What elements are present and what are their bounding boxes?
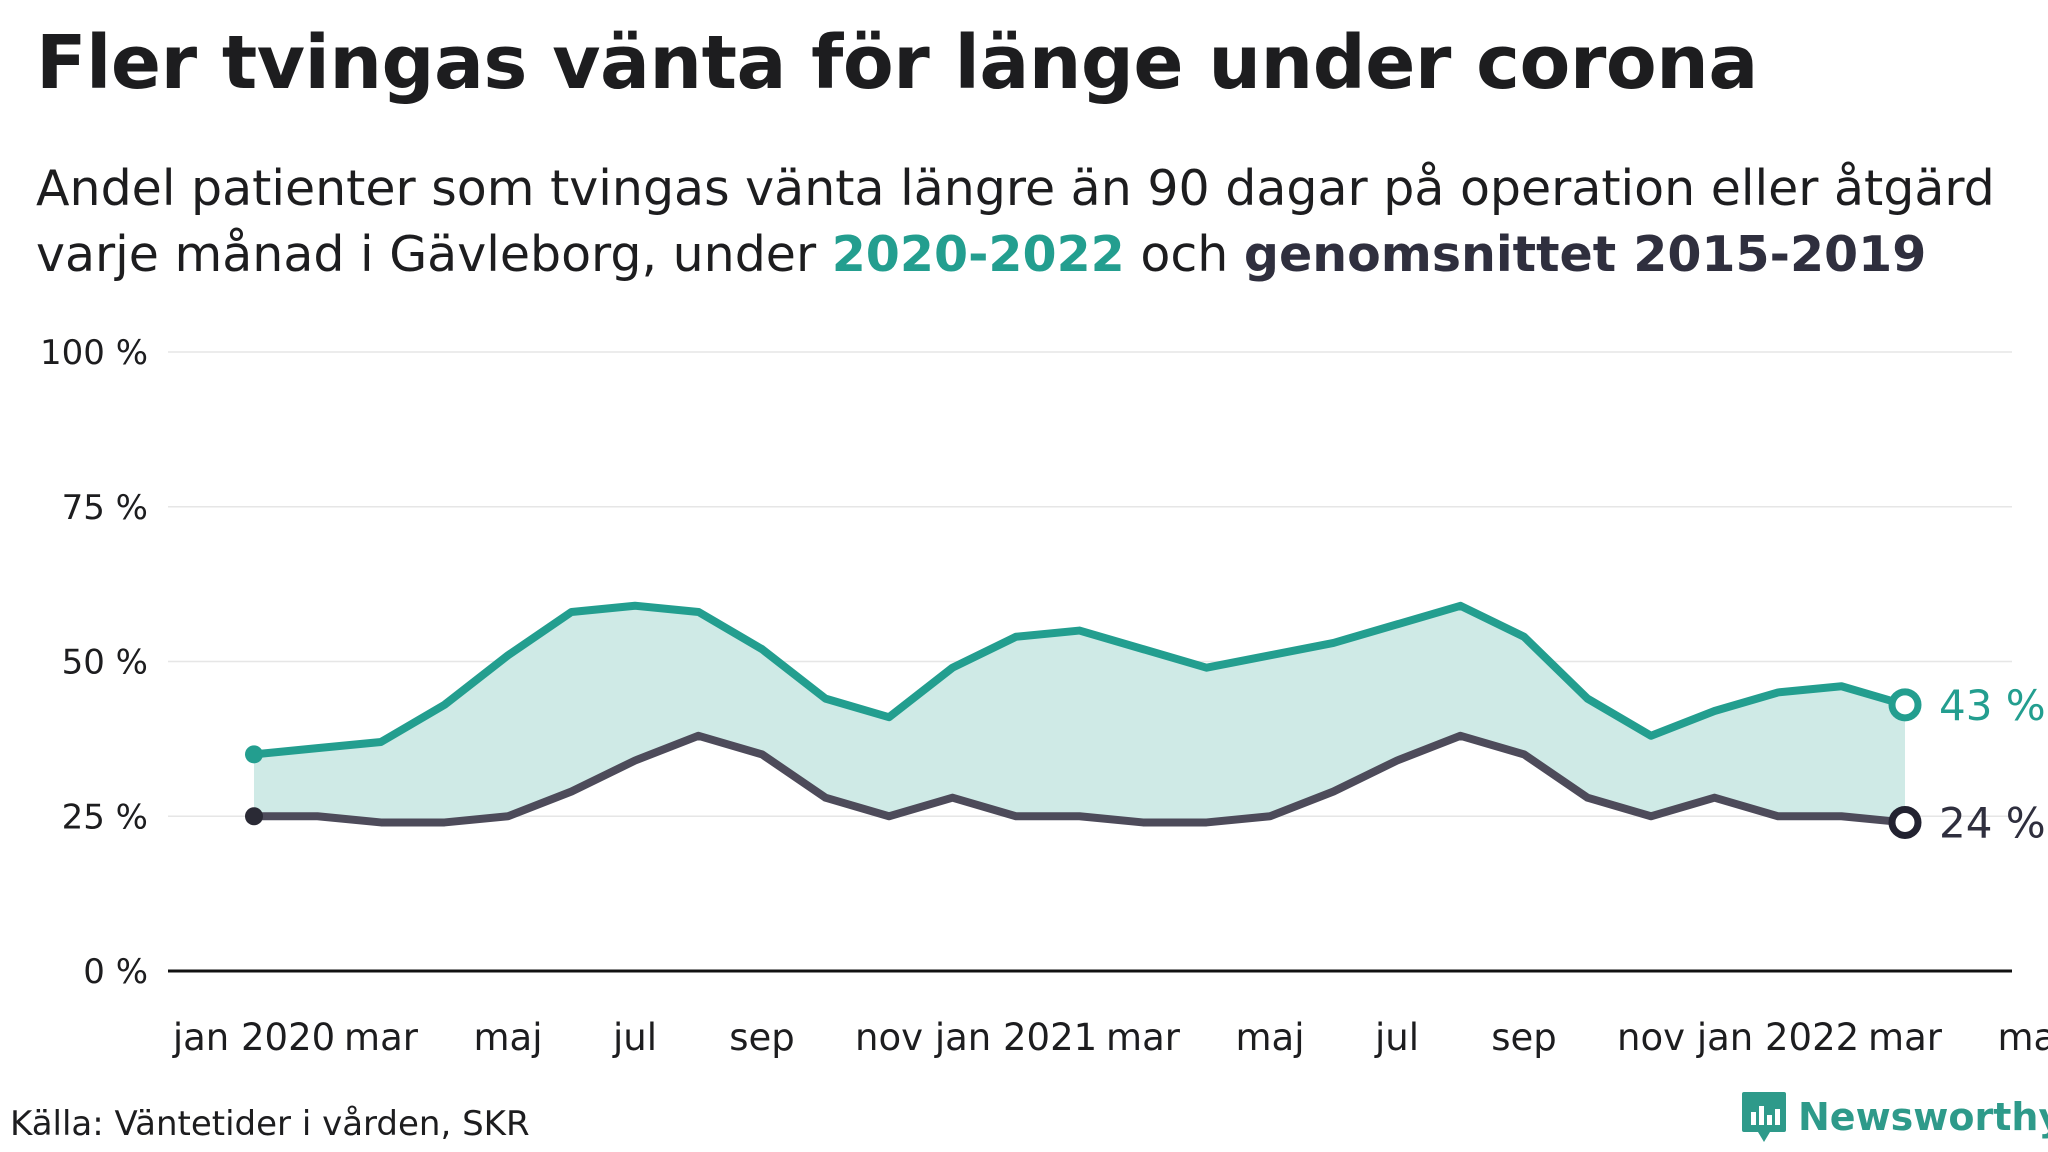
subtitle-line-2: varje månad i Gävleborg, under 2020-2022… <box>36 222 1995 288</box>
subtitle-middle: och <box>1124 226 1244 283</box>
y-axis-labels: 0 % 25 % 50 % 75 % 100 % <box>40 333 148 992</box>
x-tick-label-2022-05: maj <box>1998 1016 2048 1059</box>
series-markers <box>245 688 1922 839</box>
brand-name: Newsworthy <box>1798 1095 2048 1139</box>
subtitle-highlight-current: 2020-2022 <box>831 226 1125 283</box>
start-point-current <box>245 745 263 764</box>
brand-logo: Newsworthy <box>1740 1090 2048 1144</box>
x-tick-label-2022-03: mar <box>1868 1016 1943 1059</box>
area-fill <box>254 605 1905 823</box>
x-tick-label-2022-01: jan 2022 <box>1696 1016 1859 1059</box>
x-tick-label-2020-11: nov <box>855 1016 923 1059</box>
page-title: Fler tvingas vänta för länge under coron… <box>36 20 1758 106</box>
end-point-current <box>1888 688 1922 722</box>
x-tick-label-2021-09: sep <box>1491 1016 1557 1059</box>
area-between-series <box>254 605 1905 823</box>
x-tick-label-2020-05: maj <box>474 1016 543 1059</box>
start-point-average <box>245 807 263 826</box>
series-lines <box>250 601 1909 827</box>
x-tick-label-2021-07: jul <box>1374 1016 1419 1059</box>
y-tick-label-50: 50 % <box>62 643 148 683</box>
x-axis-labels: jan 2020 mar maj jul sep nov jan 2021 mar maj jul… <box>172 1016 2048 1059</box>
x-tick-label-2021-01: jan 2021 <box>934 1016 1097 1059</box>
x-tick-label-2021-11: nov <box>1617 1016 1685 1059</box>
y-tick-label-75: 75 % <box>62 488 148 528</box>
y-tick-label-100: 100 % <box>40 333 148 373</box>
subtitle-prefix: varje månad i Gävleborg, under <box>36 226 832 283</box>
end-label-average: 24 % <box>1939 798 2046 847</box>
subtitle-highlight-average: genomsnittet 2015-2019 <box>1243 226 1927 283</box>
x-tick-label-2021-05: maj <box>1236 1016 1305 1059</box>
end-labels: 43 % 24 % <box>1939 681 2046 848</box>
series-line-average <box>250 731 1909 827</box>
y-tick-label-0: 0 % <box>83 952 148 992</box>
x-tick-label-2020-01: jan 2020 <box>172 1016 335 1059</box>
x-tick-label-2020-03: mar <box>344 1016 419 1059</box>
subtitle-line-1: Andel patienter som tvingas vänta längre… <box>36 160 1995 217</box>
end-point-average <box>1888 805 1922 839</box>
x-tick-label-2021-03: mar <box>1106 1016 1181 1059</box>
chart-subtitle: Andel patienter som tvingas vänta längre… <box>36 156 1995 288</box>
x-tick-label-2020-09: sep <box>729 1016 795 1059</box>
y-tick-label-25: 25 % <box>62 797 148 837</box>
newsworthy-logo-icon <box>1742 1092 1786 1142</box>
source-note: Källa: Väntetider i vården, SKR <box>10 1104 530 1144</box>
end-label-current: 43 % <box>1939 681 2046 730</box>
series-line-current <box>250 601 1909 759</box>
x-tick-label-2020-07: jul <box>612 1016 657 1059</box>
